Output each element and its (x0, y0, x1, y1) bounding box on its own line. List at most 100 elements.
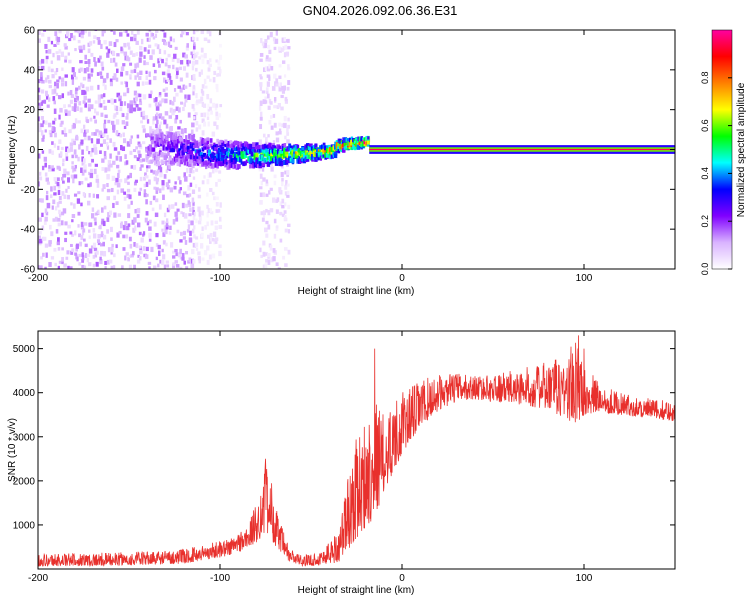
noise-cell (155, 170, 159, 176)
noise-cell (94, 212, 98, 216)
noise-cell (102, 220, 106, 227)
line-track-cell (185, 156, 188, 162)
line-track-cell (261, 144, 266, 150)
noise-cell (191, 65, 195, 71)
noise-strip-cell (266, 89, 269, 94)
noise-cell (80, 235, 84, 241)
noise-cell (103, 128, 108, 134)
noise-cell (86, 257, 90, 263)
noise-strip-cell (265, 137, 268, 142)
noise-strip-cell (278, 122, 282, 127)
noise-cell (75, 134, 79, 140)
noise-cell (155, 162, 159, 167)
line-track-cell (145, 156, 149, 160)
noise-cell (82, 228, 86, 233)
line-track-cell (174, 153, 179, 158)
noise-cell (48, 97, 51, 102)
noise-cell (130, 36, 134, 42)
noise-cell (40, 75, 43, 82)
line-track-cell (217, 141, 221, 146)
noise-strip-cell (273, 105, 277, 109)
line-track-cell (244, 151, 247, 157)
noise-cell (139, 70, 143, 75)
line-track-cell (150, 128, 154, 134)
noise-cell (51, 205, 54, 210)
noise-strip-cell (262, 210, 266, 216)
noise-cell (186, 59, 189, 65)
noise-cell (143, 183, 146, 188)
noise-cell (158, 63, 161, 68)
noise-cell (215, 103, 219, 108)
noise-cell (82, 192, 86, 197)
noise-cell (174, 181, 177, 185)
noise-cell (193, 225, 196, 230)
noise-cell (44, 243, 49, 248)
line-track-cell (176, 151, 180, 157)
noise-cell (161, 220, 165, 225)
noise-cell (45, 211, 49, 216)
noise-cell (116, 132, 121, 137)
noise-cell (72, 178, 75, 184)
noise-cell (94, 30, 98, 32)
noise-cell (185, 31, 189, 36)
noise-strip-cell (269, 31, 273, 38)
noise-cell (54, 71, 58, 76)
line-track-cell (193, 161, 197, 166)
noise-cell (80, 167, 83, 173)
noise-cell (100, 221, 105, 225)
line-track-cell (327, 153, 331, 158)
noise-cell (92, 193, 95, 198)
noise-strip-cell (286, 173, 290, 177)
noise-cell (143, 189, 147, 194)
noise-strip-cell (284, 135, 287, 140)
noise-strip-cell (275, 225, 279, 229)
noise-cell (105, 46, 109, 50)
noise-cell (176, 229, 180, 234)
noise-cell (175, 106, 179, 111)
noise-cell (101, 66, 105, 71)
noise-strip-cell (284, 228, 288, 233)
noise-cell (107, 119, 111, 124)
noise-strip-cell (262, 177, 266, 182)
line-track-cell (211, 165, 215, 169)
noise-cell (126, 103, 131, 109)
noise-cell (210, 211, 214, 215)
noise-cell (70, 33, 73, 39)
noise-cell (152, 170, 156, 175)
line-track-cell (337, 149, 341, 154)
noise-cell (93, 247, 98, 252)
noise-cell (89, 152, 93, 157)
noise-cell (103, 123, 106, 129)
noise-cell (41, 165, 45, 171)
noise-cell (71, 214, 76, 219)
noise-cell (97, 40, 101, 45)
noise-cell (198, 71, 202, 77)
line-track-cell (262, 157, 265, 161)
line-track-cell (188, 133, 192, 139)
line-track-cell (319, 145, 323, 149)
noise-cell (163, 50, 167, 55)
line-track-cell (205, 164, 208, 170)
line-track-cell (202, 152, 207, 157)
noise-cell (46, 181, 50, 185)
noise-cell (115, 119, 120, 125)
noise-cell (167, 41, 171, 48)
noise-cell (94, 163, 98, 167)
noise-cell (67, 185, 70, 190)
noise-cell (51, 89, 55, 95)
line-track-cell (226, 143, 229, 148)
noise-cell (185, 250, 189, 255)
noise-cell (177, 252, 182, 258)
noise-strip-cell (261, 217, 265, 222)
noise-cell (137, 141, 141, 146)
noise-strip-cell (277, 267, 281, 269)
noise-strip-cell (262, 240, 266, 246)
line-track-cell (252, 163, 256, 169)
noise-cell (120, 46, 123, 52)
line-track-cell (200, 157, 203, 163)
noise-cell (155, 232, 159, 238)
noise-cell (219, 104, 223, 108)
noise-strip-cell (273, 218, 277, 224)
noise-cell (189, 167, 193, 174)
noise-cell (143, 193, 147, 198)
